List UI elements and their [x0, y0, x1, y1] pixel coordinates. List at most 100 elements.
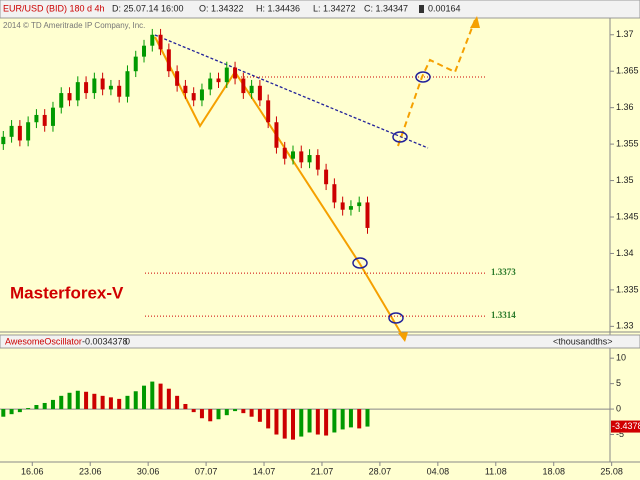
candle-body: [59, 93, 64, 108]
osc-bar: [42, 402, 47, 410]
x-tick-label: 23.06: [79, 466, 102, 476]
current-value-box: [611, 420, 640, 433]
candle-body: [117, 85, 122, 97]
candle-body: [224, 67, 229, 83]
candle-body: [216, 78, 221, 83]
y-tick-label: 1.37: [616, 29, 634, 39]
osc-bar: [307, 409, 312, 433]
y-tick-label: -5: [616, 429, 624, 439]
osc-bar: [348, 409, 353, 428]
osc-bar: [282, 409, 287, 439]
osc-bar: [324, 409, 329, 436]
osc-bar: [75, 390, 80, 410]
candle-body: [133, 56, 138, 72]
trend-line: [154, 34, 429, 149]
osc-bar: [357, 409, 362, 429]
y-tick-label: 1.35: [616, 175, 634, 185]
osc-bar: [133, 391, 138, 410]
osc-bar: [50, 399, 55, 410]
candle-body: [150, 34, 155, 46]
x-tick-label: 14.07: [253, 466, 276, 476]
change-icon: [419, 5, 424, 13]
x-tick-label: 25.08: [600, 466, 623, 476]
y-tick-label: 1.335: [616, 284, 639, 294]
osc-bar: [92, 393, 97, 410]
osc-bar: [332, 409, 337, 433]
osc-bar: [299, 409, 304, 437]
candle-body: [125, 71, 130, 97]
y-tick-label: 1.365: [616, 66, 639, 76]
osc-value: -0.0034378: [82, 336, 128, 346]
level-label: 1.3314: [491, 310, 516, 320]
level-label: 1.3373: [491, 267, 516, 277]
date: D: 25.07.14 16:00: [112, 3, 184, 13]
osc-bar: [100, 395, 105, 410]
candle-body: [307, 155, 312, 163]
candle-body: [365, 202, 370, 228]
x-tick-label: 07.07: [195, 466, 218, 476]
header-bar: [0, 0, 640, 19]
candle-body: [92, 78, 97, 94]
osc-bar: [266, 409, 271, 429]
candle-body: [324, 169, 329, 185]
candle-body: [340, 202, 345, 210]
osc-bar: [158, 383, 163, 410]
osc-bar: [142, 385, 147, 410]
osc-title: AwesomeOscillator: [5, 336, 82, 346]
arrow-head: [398, 332, 408, 342]
osc-header: [0, 334, 640, 349]
candle-body: [142, 45, 147, 57]
osc-bar: [26, 408, 31, 410]
marker-circle: [352, 257, 368, 269]
osc-bar: [34, 405, 39, 410]
candle-body: [42, 114, 47, 126]
y-tick-label: 0: [616, 403, 621, 413]
candle-body: [75, 82, 80, 101]
osc-bar: [233, 409, 238, 412]
candle-body: [233, 67, 238, 79]
osc-bar: [166, 388, 171, 410]
marker-circle: [392, 131, 408, 143]
candle-body: [282, 147, 287, 159]
y-tick-label: 10: [616, 353, 626, 363]
osc-param: 0: [125, 336, 130, 346]
osc-bar: [17, 409, 22, 413]
x-tick-label: 04.08: [427, 466, 450, 476]
x-tick-label: 18.08: [542, 466, 565, 476]
candle-body: [67, 93, 72, 101]
osc-bar: [183, 403, 188, 410]
candle-body: [199, 89, 204, 101]
forecast-path: [397, 19, 476, 147]
osc-unit: <thousandths>: [553, 336, 613, 346]
candle-body: [208, 78, 213, 90]
osc-bar: [117, 398, 122, 410]
osc-bar: [216, 409, 221, 420]
y-tick-label: 1.33: [616, 321, 634, 331]
candle-body: [357, 202, 362, 207]
watermark: Masterforex-V: [10, 283, 124, 302]
candle-body: [183, 85, 188, 94]
y-tick-label: 1.36: [616, 102, 634, 112]
osc-bar: [315, 409, 320, 435]
osc-bar: [67, 392, 72, 410]
low: L: 1.34272: [313, 3, 356, 13]
candle-body: [257, 85, 262, 101]
osc-bar: [125, 395, 130, 410]
candle-body: [50, 107, 55, 126]
candle-body: [158, 34, 163, 50]
candle-body: [84, 82, 89, 94]
high: H: 1.34436: [256, 3, 300, 13]
candle-body: [332, 184, 337, 203]
osc-bar: [340, 409, 345, 430]
candle-body: [17, 125, 22, 141]
candle-body: [348, 206, 353, 210]
arrow-head: [470, 16, 480, 28]
y-tick-label: 5: [616, 378, 621, 388]
x-tick-label: 28.07: [369, 466, 392, 476]
copyright: 2014 © TD Ameritrade IP Company, Inc.: [3, 21, 145, 30]
candle-body: [266, 100, 271, 123]
osc-bar: [290, 409, 295, 440]
osc-bar: [199, 409, 204, 419]
osc-bar: [84, 391, 89, 410]
